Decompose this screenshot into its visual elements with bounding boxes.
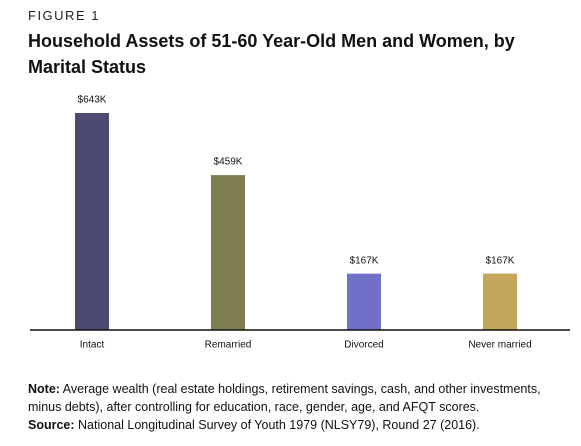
note-text: Average wealth (real estate holdings, re…	[28, 382, 541, 414]
bar	[75, 113, 109, 330]
note-label: Note:	[28, 382, 60, 396]
x-tick-label: Never married	[468, 340, 531, 351]
source-label: Source:	[28, 418, 75, 432]
value-label: $167K	[350, 255, 379, 266]
value-label: $459K	[214, 157, 243, 168]
bar	[347, 273, 381, 330]
figure-label: FIGURE 1	[28, 8, 100, 23]
source-text: National Longitudinal Survey of Youth 19…	[78, 418, 480, 432]
bar	[483, 273, 517, 330]
value-label: $643K	[78, 95, 107, 106]
value-label: $167K	[486, 255, 515, 266]
notes: Note: Average wealth (real estate holdin…	[28, 380, 573, 434]
source: Source: National Longitudinal Survey of …	[28, 416, 573, 434]
note: Note: Average wealth (real estate holdin…	[28, 380, 573, 416]
chart-title: Household Assets of 51-60 Year-Old Men a…	[28, 31, 515, 77]
x-tick-label: Divorced	[344, 340, 383, 351]
x-tick-label: Intact	[80, 340, 105, 351]
x-tick-label: Remarried	[205, 340, 252, 351]
bar	[211, 175, 245, 330]
